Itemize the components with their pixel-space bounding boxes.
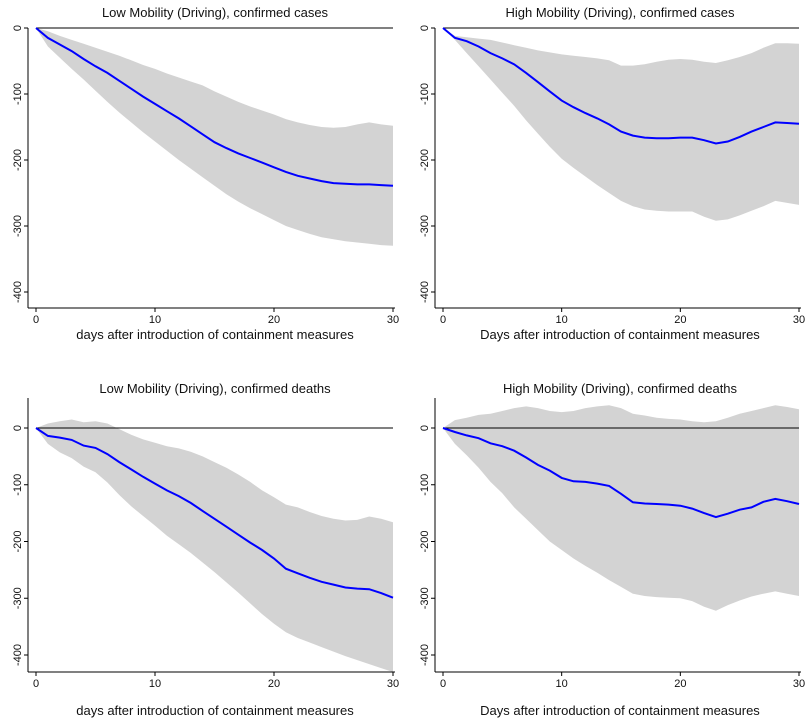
- x-axis-label: days after introduction of containment m…: [76, 327, 354, 342]
- y-tick-label: -100: [12, 474, 24, 496]
- panel-title: High Mobility (Driving), confirmed cases: [505, 5, 735, 20]
- estimate-line: [442, 427, 800, 519]
- estimate-line: [35, 27, 394, 187]
- y-tick-label: -200: [12, 149, 24, 171]
- panel-low-mobility-cases: Low Mobility (Driving), confirmed cases …: [12, 5, 399, 342]
- y-tick-label: -200: [419, 530, 431, 552]
- x-tick-label: 20: [268, 678, 280, 690]
- panel-high-mobility-deaths: High Mobility (Driving), confirmed death…: [419, 381, 805, 718]
- y-tick-label: -400: [419, 644, 431, 666]
- x-tick-label: 30: [387, 678, 399, 690]
- y-tick-label: -300: [12, 215, 24, 237]
- panel-high-mobility-cases: High Mobility (Driving), confirmed cases…: [419, 5, 805, 342]
- x-tick-label: 10: [556, 314, 568, 326]
- y-tick-label: -100: [419, 474, 431, 496]
- y-tick-label: 0: [12, 425, 24, 431]
- confidence-band: [443, 28, 799, 221]
- panel-title: Low Mobility (Driving), confirmed deaths: [99, 381, 331, 396]
- x-tick-label: 30: [793, 314, 805, 326]
- x-tick-label: 10: [149, 314, 161, 326]
- x-tick-label: 10: [149, 678, 161, 690]
- y-tick-label: -300: [419, 215, 431, 237]
- y-tick-label: -300: [419, 587, 431, 609]
- x-tick-label: 30: [793, 678, 805, 690]
- y-tick-label: 0: [419, 425, 431, 431]
- y-tick-label: 0: [419, 25, 431, 31]
- x-tick-label: 10: [556, 678, 568, 690]
- confidence-band: [36, 419, 393, 672]
- confidence-band: [443, 405, 799, 611]
- y-tick-label: -200: [419, 149, 431, 171]
- estimate-line: [35, 427, 394, 599]
- y-tick-label: 0: [12, 25, 24, 31]
- x-tick-label: 0: [33, 314, 39, 326]
- y-tick-label: -400: [419, 281, 431, 303]
- x-axis-label: Days after introduction of containment m…: [480, 327, 760, 342]
- x-tick-label: 30: [387, 314, 399, 326]
- panel-title: Low Mobility (Driving), confirmed cases: [102, 5, 329, 20]
- y-tick-label: -200: [12, 530, 24, 552]
- x-axis-label: Days after introduction of containment m…: [480, 703, 760, 718]
- y-tick-label: -400: [12, 281, 24, 303]
- y-tick-label: -300: [12, 587, 24, 609]
- y-tick-label: -400: [12, 644, 24, 666]
- x-tick-label: 20: [674, 314, 686, 326]
- x-tick-label: 0: [440, 314, 446, 326]
- x-axis-label: days after introduction of containment m…: [76, 703, 354, 718]
- y-tick-label: -100: [419, 83, 431, 105]
- panel-low-mobility-deaths: Low Mobility (Driving), confirmed deaths…: [12, 381, 399, 718]
- estimate-line: [442, 27, 800, 145]
- y-tick-label: -100: [12, 83, 24, 105]
- x-tick-label: 0: [440, 678, 446, 690]
- x-tick-label: 0: [33, 678, 39, 690]
- x-tick-label: 20: [674, 678, 686, 690]
- panel-title: High Mobility (Driving), confirmed death…: [503, 381, 738, 396]
- x-tick-label: 20: [268, 314, 280, 326]
- confidence-band: [36, 28, 393, 246]
